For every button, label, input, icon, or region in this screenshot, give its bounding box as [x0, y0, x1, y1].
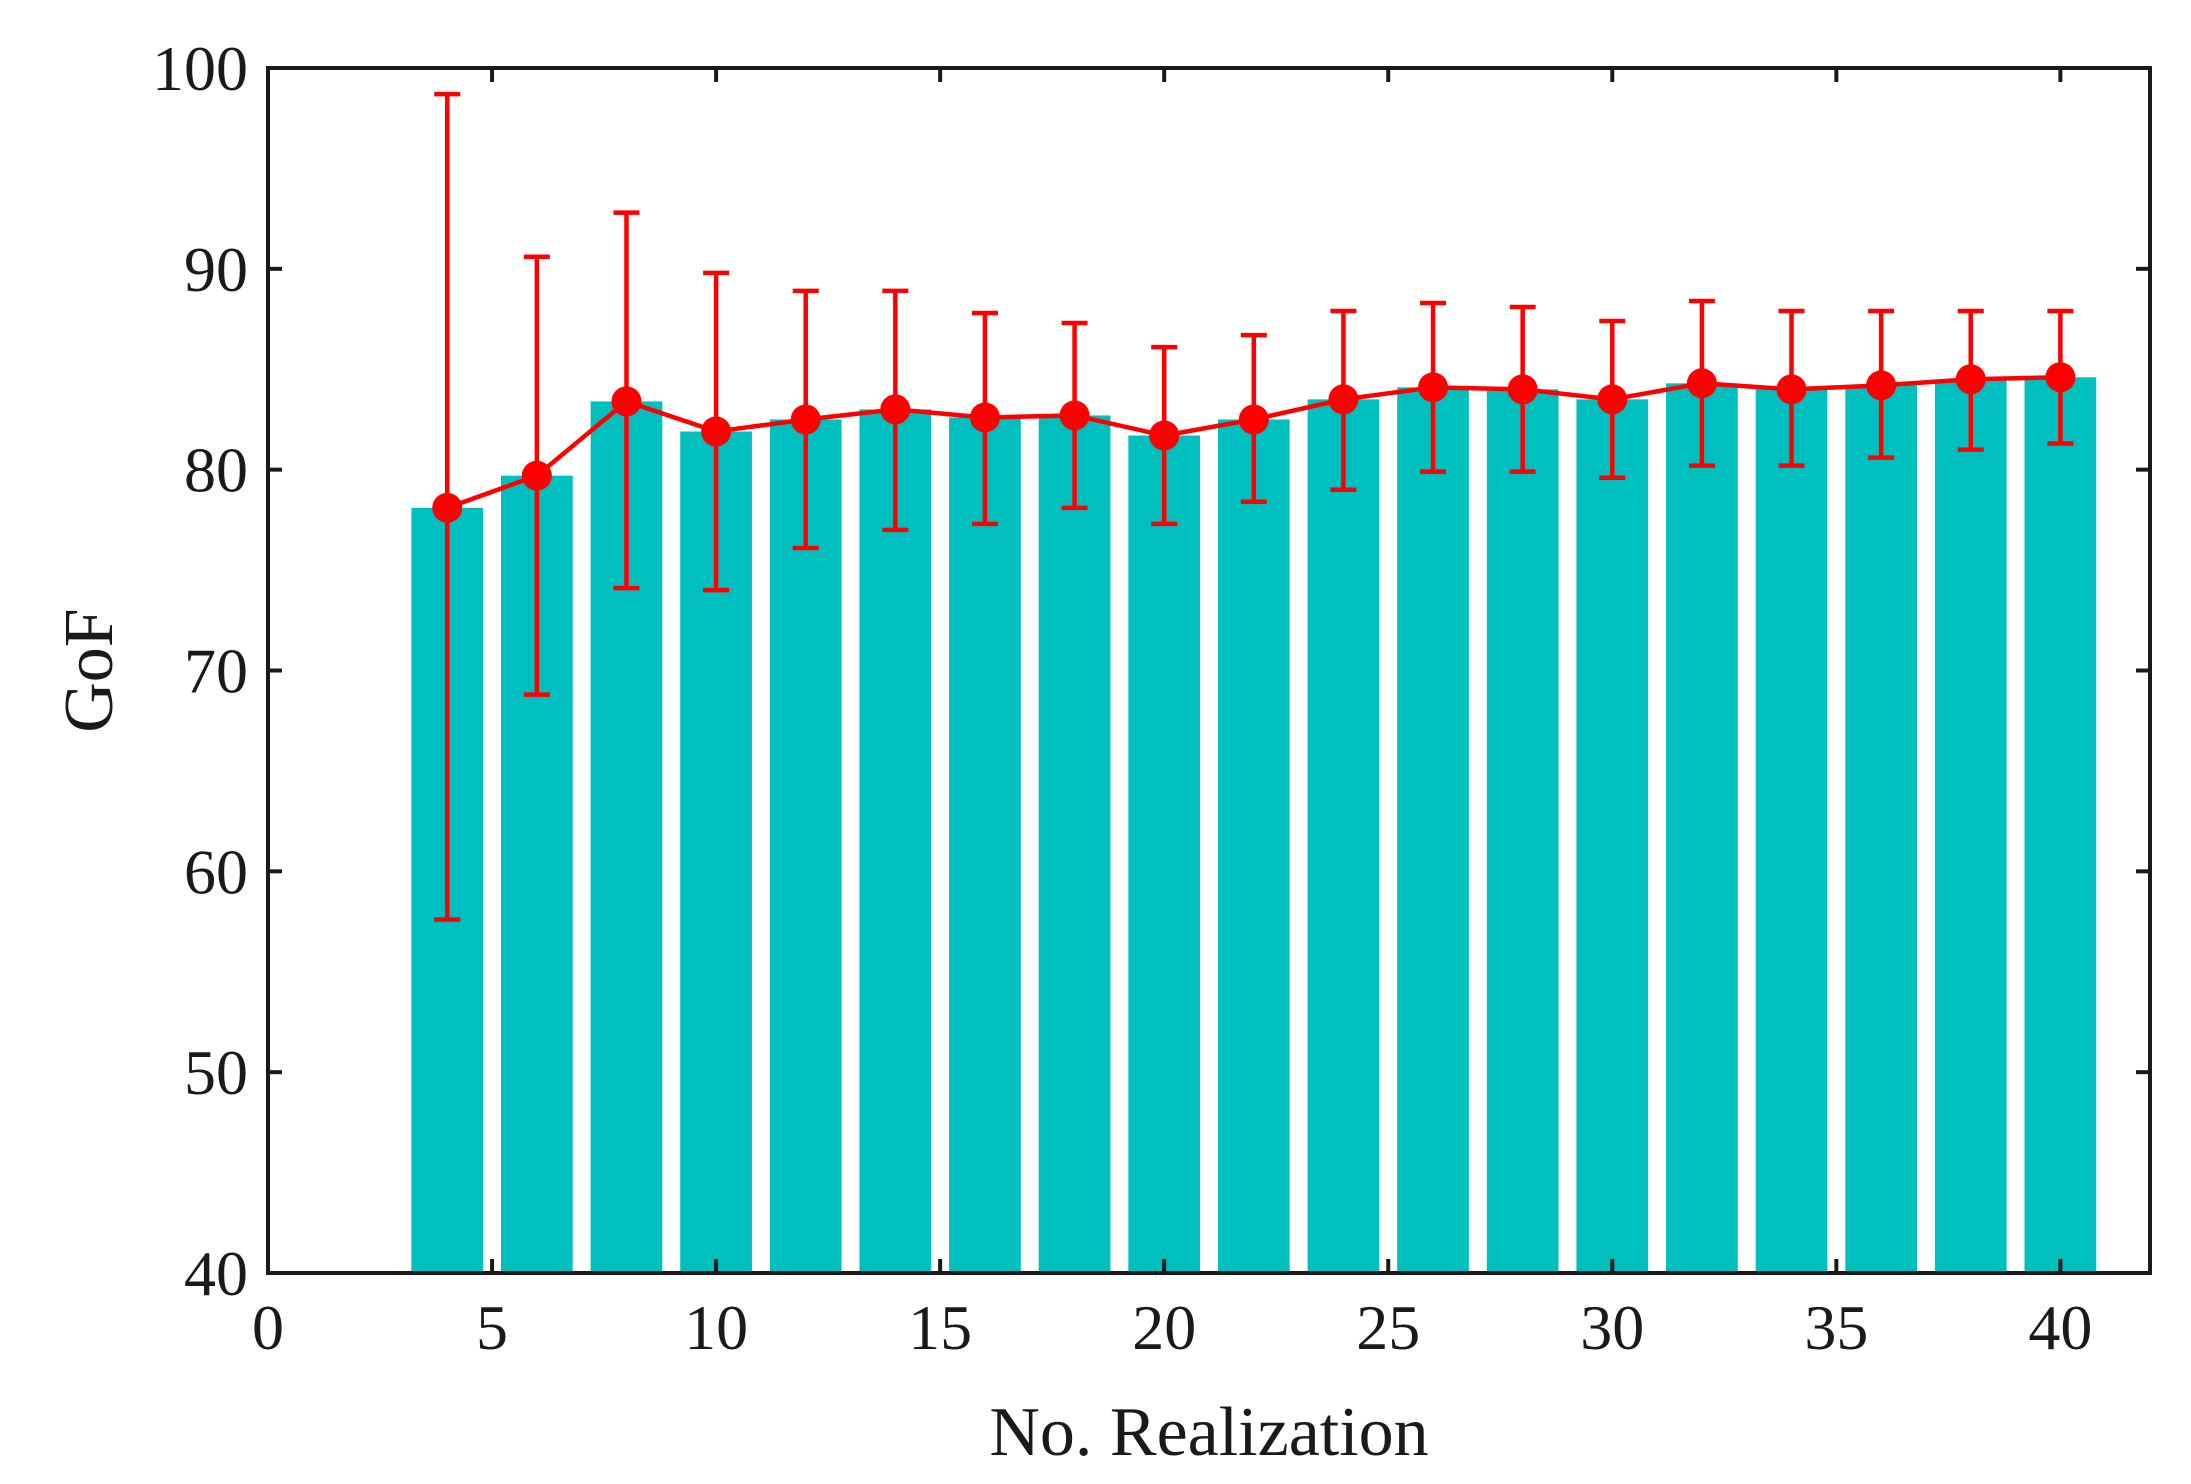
x-tick-label: 30 [1580, 1292, 1644, 1363]
bar-16 [949, 417, 1021, 1273]
y-tick-label: 100 [152, 33, 248, 104]
x-tick-labels: 0 5 10 15 20 25 30 35 40 [252, 1292, 2092, 1363]
y-tick-label: 60 [184, 836, 248, 907]
markers-layer [432, 362, 2076, 523]
bar-34 [1755, 389, 1828, 1273]
x-axis-title: No. Realization [989, 1394, 1428, 1471]
mean-point-14 [880, 394, 911, 425]
bar-38 [1934, 379, 2007, 1274]
bar-20 [1128, 435, 1201, 1273]
mean-point-8 [611, 386, 642, 417]
ticks-layer [266, 66, 2150, 1275]
y-axis-title: GoF [51, 608, 128, 732]
y-tick-label: 90 [184, 234, 248, 305]
bar-30 [1576, 399, 1649, 1273]
x-tick-label: 5 [476, 1292, 508, 1363]
mean-point-30 [1597, 384, 1628, 415]
bar-18 [1038, 415, 1111, 1274]
bar-22 [1217, 419, 1290, 1273]
mean-point-24 [1328, 384, 1359, 415]
bar-40 [2024, 377, 2097, 1273]
y-tick-label: 40 [184, 1238, 248, 1309]
mean-point-26 [1418, 372, 1449, 403]
x-tick-label: 35 [1804, 1292, 1868, 1363]
x-tick-label: 0 [252, 1292, 284, 1363]
mean-point-20 [1149, 420, 1180, 451]
x-tick-label: 25 [1356, 1292, 1420, 1363]
bar-12 [769, 419, 842, 1273]
bar-14 [859, 409, 932, 1274]
x-tick-label: 15 [908, 1292, 972, 1363]
mean-point-28 [1507, 374, 1538, 405]
y-tick-label: 50 [184, 1037, 248, 1108]
x-tick-label: 20 [1132, 1292, 1196, 1363]
y-tick-label: 80 [184, 435, 248, 506]
y-tick-label: 70 [184, 636, 248, 707]
mean-point-4 [432, 492, 463, 523]
mean-point-6 [521, 460, 552, 491]
mean-point-10 [701, 416, 732, 447]
x-tick-label: 10 [684, 1292, 748, 1363]
mean-point-12 [790, 404, 821, 435]
bar-32 [1666, 383, 1738, 1273]
mean-point-36 [1866, 370, 1897, 401]
mean-point-16 [969, 402, 1000, 433]
mean-point-22 [1238, 404, 1269, 435]
mean-point-18 [1059, 400, 1090, 431]
bars-layer [411, 377, 2097, 1274]
mean-point-38 [1955, 364, 1986, 395]
bar-26 [1397, 387, 1469, 1273]
mean-point-32 [1686, 368, 1717, 399]
y-tick-labels: 40 50 60 70 80 90 100 [152, 33, 248, 1309]
x-tick-label: 40 [2028, 1292, 2092, 1363]
bar-36 [1845, 385, 1917, 1274]
mean-point-40 [2045, 362, 2076, 393]
bar-24 [1307, 399, 1380, 1273]
bar-28 [1486, 389, 1559, 1273]
mean-point-34 [1776, 374, 1807, 405]
